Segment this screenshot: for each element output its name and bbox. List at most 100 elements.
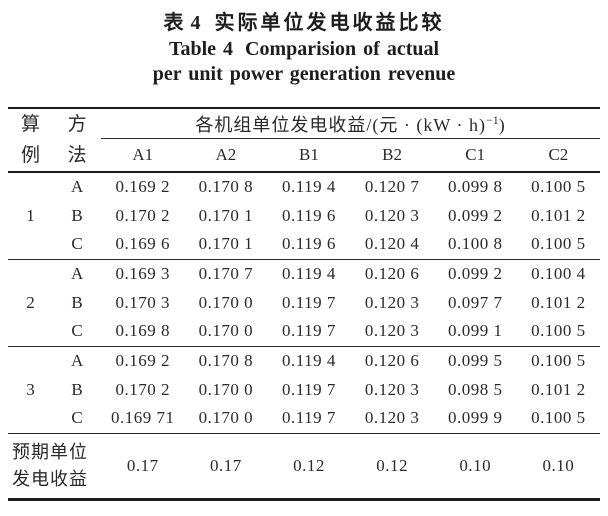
value-cell: 0.100 5 — [531, 350, 586, 370]
value-cell: 0.098 5 — [447, 379, 503, 399]
method-label: C — [71, 234, 83, 254]
case-group-1: 1 A 0.169 2 0.170 8 0.119 4 0.120 7 0.09… — [8, 172, 600, 259]
table-number-en: Table 4 — [168, 38, 234, 60]
expected-value-cell: 0.10 — [542, 455, 575, 475]
table-row: B 0.170 3 0.170 0 0.119 7 0.120 3 0.097 … — [8, 288, 600, 317]
expected-value-cell: 0.17 — [126, 455, 159, 475]
value-cell: 0.119 6 — [282, 205, 336, 225]
value-cell: 0.169 6 — [115, 234, 170, 254]
value-cell: 0.169 2 — [115, 177, 170, 196]
value-cell: 0.169 71 — [110, 408, 175, 428]
value-cell: 0.099 2 — [447, 205, 503, 225]
method-label: B — [71, 205, 83, 225]
expected-value-cell: 0.12 — [293, 455, 325, 475]
col-header-C2: C2 — [548, 145, 569, 165]
value-cell: 0.119 4 — [282, 177, 336, 196]
col-header-B1: B1 — [299, 145, 319, 165]
value-cell: 0.099 9 — [447, 408, 503, 428]
col-header-B2: B2 — [382, 145, 402, 165]
case-group-3: 3 A 0.169 2 0.170 8 0.119 4 0.120 6 0.09… — [8, 346, 600, 433]
value-cell: 0.120 3 — [364, 379, 420, 399]
table-title-en-line1: Table 4 Comparision of actual — [0, 37, 608, 62]
value-cell: 0.101 2 — [531, 292, 586, 312]
value-cell: 0.120 3 — [364, 321, 420, 341]
value-cell: 0.170 0 — [198, 408, 254, 428]
case-number: 1 — [26, 205, 35, 225]
expected-value-cell: 0.12 — [376, 455, 408, 475]
value-cell: 0.170 2 — [115, 205, 170, 225]
value-cell: 0.169 3 — [115, 263, 170, 283]
table-caption: 表 4 实际单位发电收益比较 Table 4 Comparision of actu… — [0, 0, 608, 87]
expected-value-cell: 0.17 — [209, 455, 242, 475]
col-header-case: 算 例 — [21, 114, 41, 166]
table-row: C 0.169 6 0.170 1 0.119 6 0.120 4 0.100 … — [8, 230, 600, 259]
value-cell: 0.170 1 — [198, 205, 254, 225]
table-row: 预期单位 发电收益 0.17 0.17 0.12 0.12 0.10 0.10 — [8, 433, 600, 499]
value-cell: 0.119 7 — [282, 321, 336, 341]
value-cell: 0.170 0 — [198, 379, 254, 399]
expected-revenue-row: 预期单位 发电收益 0.17 0.17 0.12 0.12 0.10 0.10 — [8, 433, 600, 499]
value-cell: 0.097 7 — [447, 292, 503, 312]
expected-value-cell: 0.10 — [459, 455, 492, 475]
table-header: 算 例 方 法 各机组单位发电收益/(元 · (kW · h)−1) A1 A2… — [8, 108, 600, 172]
unit-revenue-label: 各机组单位发电收益/(元 · (kW · h) — [195, 114, 486, 135]
value-cell: 0.170 2 — [115, 379, 170, 399]
value-cell: 0.119 4 — [282, 263, 336, 283]
method-label: B — [71, 292, 83, 312]
value-cell: 0.100 5 — [531, 234, 586, 254]
value-cell: 0.170 8 — [198, 350, 254, 370]
method-label: C — [71, 408, 83, 428]
revenue-comparison-table: 算 例 方 法 各机组单位发电收益/(元 · (kW · h)−1) A1 A2… — [8, 107, 600, 501]
value-cell: 0.100 5 — [531, 321, 586, 341]
value-cell: 0.170 1 — [198, 234, 254, 254]
method-label: A — [70, 350, 84, 370]
table-row: 1 A 0.169 2 0.170 8 0.119 4 0.120 7 0.09… — [8, 172, 600, 225]
value-cell: 0.119 7 — [282, 292, 336, 312]
table-row: C 0.169 71 0.170 0 0.119 7 0.120 3 0.099… — [8, 404, 600, 433]
value-cell: 0.170 8 — [198, 177, 254, 196]
col-header-A1: A1 — [132, 145, 154, 165]
value-cell: 0.170 0 — [198, 321, 254, 341]
value-cell: 0.120 6 — [364, 350, 420, 370]
value-cell: 0.120 7 — [364, 177, 420, 196]
method-label: A — [70, 263, 84, 283]
value-cell: 0.100 5 — [531, 177, 586, 196]
table-title-en-line2: per unit power generation revenue — [152, 63, 456, 85]
value-cell: 0.100 5 — [531, 408, 586, 428]
value-cell: 0.170 3 — [115, 292, 170, 312]
value-cell: 0.120 6 — [364, 263, 420, 283]
col-header-C1: C1 — [465, 145, 486, 165]
col-header-unit-revenue: 各机组单位发电收益/(元 · (kW · h)−1) — [101, 108, 600, 140]
value-cell: 0.120 3 — [364, 408, 420, 428]
value-cell: 0.099 2 — [447, 263, 503, 283]
method-label: A — [70, 177, 84, 196]
value-cell: 0.169 2 — [115, 350, 170, 370]
value-cell: 0.119 7 — [282, 379, 336, 399]
table-title-zh-text: 实际单位发电收益比较 — [214, 12, 445, 34]
method-label: C — [71, 321, 83, 341]
value-cell: 0.099 1 — [447, 321, 503, 341]
table-row: B 0.170 2 0.170 0 0.119 7 0.120 3 0.098 … — [8, 375, 600, 404]
case-number: 3 — [26, 379, 35, 399]
case-group-2: 2 A 0.169 3 0.170 7 0.119 4 0.120 6 0.09… — [8, 259, 600, 346]
value-cell: 0.099 8 — [447, 177, 503, 196]
value-cell: 0.099 5 — [447, 350, 503, 370]
value-cell: 0.120 3 — [364, 205, 420, 225]
value-cell: 0.119 7 — [282, 408, 336, 428]
value-cell: 0.170 7 — [198, 263, 254, 283]
case-number: 2 — [26, 292, 35, 312]
value-cell: 0.120 3 — [364, 292, 420, 312]
table-row: 3 A 0.169 2 0.170 8 0.119 4 0.120 6 0.09… — [8, 346, 600, 399]
table-row: 2 A 0.169 3 0.170 7 0.119 4 0.120 6 0.09… — [8, 259, 600, 312]
table-row: C 0.169 8 0.170 0 0.119 7 0.120 3 0.099 … — [8, 317, 600, 346]
col-header-method: 方 法 — [67, 114, 87, 166]
value-cell: 0.169 8 — [115, 321, 170, 341]
table-title-en-text: Comparision of actual — [245, 38, 440, 60]
unit-revenue-close-paren: ) — [498, 114, 506, 135]
value-cell: 0.101 2 — [531, 205, 586, 225]
value-cell: 0.170 0 — [198, 292, 254, 312]
expected-revenue-label: 预期单位 发电收益 — [12, 441, 88, 489]
value-cell: 0.119 4 — [282, 350, 336, 370]
unit-revenue-exponent: −1 — [486, 112, 499, 127]
